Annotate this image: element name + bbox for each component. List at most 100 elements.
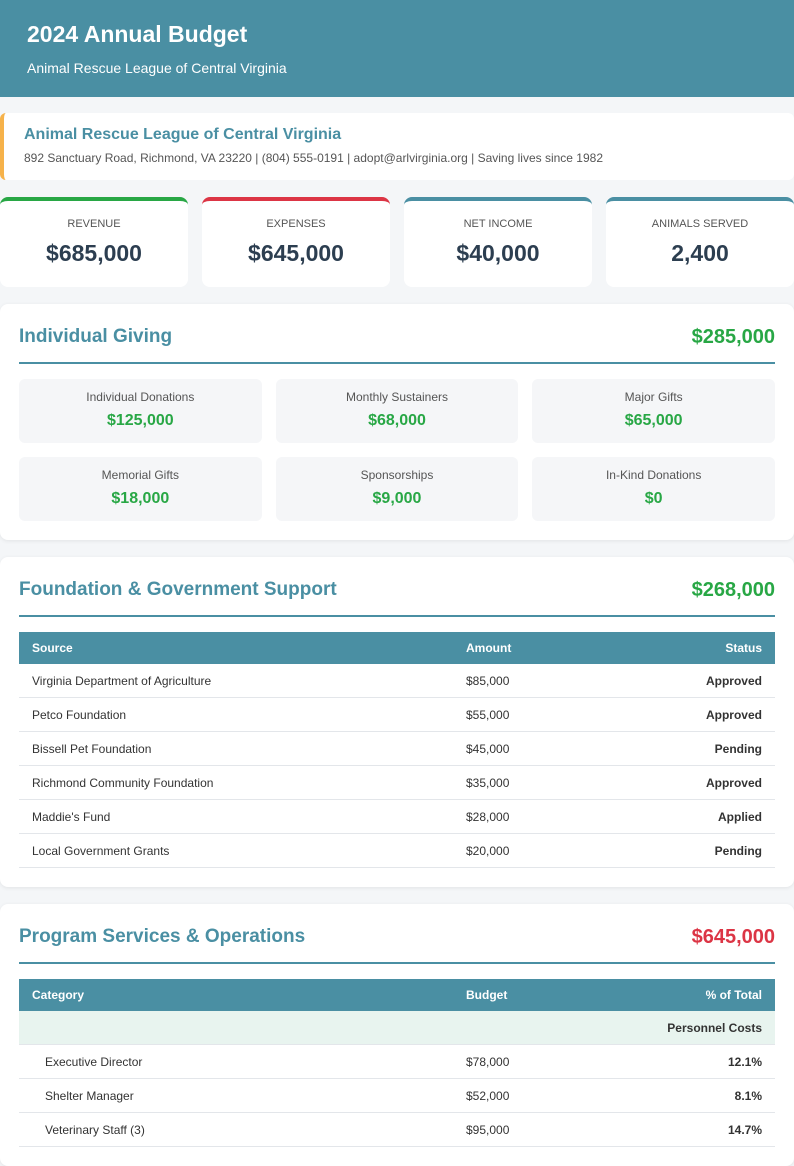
cell: Executive Director bbox=[19, 1044, 453, 1079]
item-amount: $18,000 bbox=[111, 490, 170, 507]
item-label: Memorial Gifts bbox=[101, 468, 179, 482]
cell: $85,000 bbox=[453, 664, 603, 698]
table-header: Category Budget% of Total bbox=[19, 979, 775, 1011]
section-total: $285,000 bbox=[691, 326, 775, 348]
stat-value: $40,000 bbox=[456, 240, 540, 266]
item-label: Sponsorships bbox=[360, 468, 434, 482]
org-card: Animal Rescue League of Central Virginia… bbox=[0, 113, 794, 180]
item-amount: $65,000 bbox=[624, 412, 683, 429]
cell: Applied bbox=[602, 799, 775, 834]
table: Category Budget% of Total Personnel Costs E… bbox=[19, 979, 775, 1147]
item-label: Major Gifts bbox=[624, 390, 683, 404]
cell: $55,000 bbox=[453, 697, 603, 732]
giving-grid: Individual Donations $125,000 Monthly Sust… bbox=[19, 379, 775, 521]
tbody: Personnel Costs Executive Director $78,000… bbox=[19, 1011, 775, 1147]
stat-value: 2,400 bbox=[671, 240, 729, 266]
column-header: Budget bbox=[453, 979, 571, 1011]
stat-value: $685,000 bbox=[46, 240, 142, 266]
section-total: $268,000 bbox=[691, 579, 775, 601]
table-row: Local Government Grants $20,000 Pending bbox=[19, 833, 775, 868]
table-row: Petco Foundation $55,000 Approved bbox=[19, 697, 775, 732]
stat-value: $645,000 bbox=[248, 240, 344, 266]
cell bbox=[19, 1011, 453, 1045]
cell: Approved bbox=[602, 697, 775, 732]
stat-label: REVENUE bbox=[67, 218, 121, 230]
section-total: $645,000 bbox=[691, 926, 775, 948]
cell: $28,000 bbox=[453, 799, 603, 834]
stat-card: EXPENSES $645,000 bbox=[202, 197, 390, 287]
cell: Pending bbox=[602, 833, 775, 868]
cell: Pending bbox=[602, 731, 775, 766]
org-name: Animal Rescue League of Central Virginia bbox=[24, 126, 342, 143]
section-title: Program Services & Operations bbox=[19, 926, 306, 947]
section-header: Program Services & Operations $645,000 bbox=[19, 924, 775, 964]
tbody: Virginia Department of Agriculture $85,00… bbox=[19, 664, 775, 868]
cell: 8.1% bbox=[570, 1078, 775, 1113]
page-subtitle: Animal Rescue League of Central Virginia bbox=[27, 60, 287, 76]
cell: Bissell Pet Foundation bbox=[19, 731, 453, 766]
stat-label: ANIMALS SERVED bbox=[651, 218, 749, 230]
table-row: Richmond Community Foundation $35,000 Appr… bbox=[19, 765, 775, 800]
table-row: Shelter Manager $52,000 8.1% bbox=[19, 1078, 775, 1113]
section: Individual Giving $285,000 Individual Dona… bbox=[0, 304, 794, 540]
table-header: Source Amount Status bbox=[19, 632, 775, 664]
table-row: Veterinary Staff (3) $95,000 14.7% bbox=[19, 1112, 775, 1147]
cell: 12.1% bbox=[570, 1044, 775, 1079]
stats: REVENUE $685,000 EXPENSES $645,000 NET INCOM… bbox=[0, 197, 794, 287]
item-amount: $125,000 bbox=[106, 412, 174, 429]
giving-item: Monthly Sustainers $68,000 bbox=[275, 379, 519, 443]
table-row: Executive Director $78,000 12.1% bbox=[19, 1044, 775, 1079]
item-amount: $0 bbox=[644, 490, 663, 507]
cell: $45,000 bbox=[453, 731, 603, 766]
thead: Source Amount Status bbox=[19, 632, 775, 664]
cell: $20,000 bbox=[453, 833, 603, 868]
section: Program Services & Operations $645,000 Cat… bbox=[0, 904, 794, 1166]
table-row: Bissell Pet Foundation $45,000 Pending bbox=[19, 731, 775, 766]
org-details: 892 Sanctuary Road, Richmond, VA 23220 |… bbox=[24, 151, 603, 165]
stat-label: NET INCOME bbox=[463, 218, 533, 230]
giving-item: Major Gifts $65,000 bbox=[532, 379, 775, 443]
cell: Richmond Community Foundation bbox=[19, 765, 453, 800]
section-title: Foundation & Government Support bbox=[19, 579, 337, 600]
cell: Approved bbox=[602, 765, 775, 800]
cell: Shelter Manager bbox=[19, 1078, 453, 1113]
cell: Virginia Department of Agriculture bbox=[19, 664, 453, 698]
column-header: Amount bbox=[453, 632, 603, 664]
section-header: Individual Giving $285,000 bbox=[19, 324, 775, 364]
column-header: Source bbox=[19, 632, 453, 664]
stat-card: NET INCOME $40,000 bbox=[404, 197, 592, 287]
section: Foundation & Government Support $268,000 S… bbox=[0, 557, 794, 887]
item-amount: $9,000 bbox=[372, 490, 422, 507]
section-title: Individual Giving bbox=[19, 326, 173, 347]
giving-item: Individual Donations $125,000 bbox=[19, 379, 262, 443]
group-name: Personnel Costs bbox=[570, 1011, 775, 1045]
table-row: Maddie's Fund $28,000 Applied bbox=[19, 799, 775, 834]
giving-item: Sponsorships $9,000 bbox=[275, 457, 519, 521]
cell: Approved bbox=[602, 664, 775, 698]
item-label: In-Kind Donations bbox=[605, 468, 702, 482]
cell: Veterinary Staff (3) bbox=[19, 1112, 453, 1147]
cell: 14.7% bbox=[570, 1112, 775, 1147]
header: 2024 Annual Budget Animal Rescue League o… bbox=[0, 0, 794, 97]
cell: Petco Foundation bbox=[19, 697, 453, 732]
cell: $52,000 bbox=[453, 1078, 571, 1113]
giving-item: Memorial Gifts $18,000 bbox=[19, 457, 262, 521]
item-amount: $68,000 bbox=[368, 412, 426, 429]
table-row: Virginia Department of Agriculture $85,00… bbox=[19, 664, 775, 698]
group-row: Personnel Costs bbox=[19, 1011, 775, 1045]
thead: Category Budget% of Total bbox=[19, 979, 775, 1011]
stat-card: ANIMALS SERVED 2,400 bbox=[606, 197, 794, 287]
cell: $95,000 bbox=[453, 1112, 571, 1147]
giving-item: In-Kind Donations $0 bbox=[532, 457, 775, 521]
stat-card: REVENUE $685,000 bbox=[0, 197, 188, 287]
column-header: Status bbox=[602, 632, 775, 664]
item-label: Individual Donations bbox=[86, 390, 195, 404]
section-header: Foundation & Government Support $268,000 bbox=[19, 577, 775, 617]
cell: Local Government Grants bbox=[19, 833, 453, 868]
cell: Maddie's Fund bbox=[19, 799, 453, 834]
cell: $78,000 bbox=[453, 1044, 571, 1079]
column-header: % of Total bbox=[570, 979, 775, 1011]
column-header: Category bbox=[19, 979, 453, 1011]
